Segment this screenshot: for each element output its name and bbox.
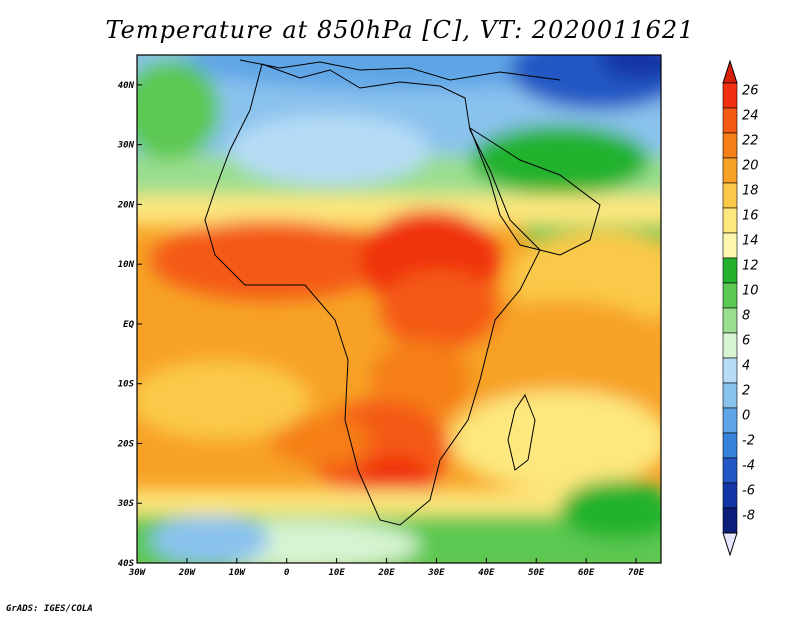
arabia-coastline — [468, 126, 601, 256]
x-tick-label: 10E — [328, 568, 345, 578]
colorbar-swatch — [722, 457, 738, 484]
y-tick-label: 30N — [117, 141, 135, 151]
x-tick-label: 60E — [578, 568, 595, 578]
colorbar-swatch — [722, 157, 738, 184]
longitude-ticks: 30W 20W 10W 0 10E 20E 30E 40E 50E 60E 70E — [128, 558, 645, 578]
grads-credit: GrADS: IGES/COLA — [6, 604, 93, 614]
x-tick-label: 30W — [128, 568, 147, 578]
colorbar-label: 22 — [742, 134, 759, 149]
colorbar-label: 26 — [742, 84, 759, 99]
colorbar-label: 24 — [742, 109, 759, 124]
x-tick-label: 30E — [427, 568, 445, 578]
colorbar-swatch — [722, 432, 738, 459]
colorbar-label: 16 — [742, 209, 759, 224]
colorbar-swatch — [722, 507, 738, 534]
colorbar-swatch — [722, 82, 738, 109]
colorbar-label: 0 — [742, 409, 750, 424]
colorbar-swatch — [722, 132, 738, 159]
africa-coastline — [204, 63, 541, 526]
y-tick-label: EQ — [123, 320, 134, 330]
colorbar-label: 14 — [742, 234, 759, 249]
colorbar-label: 12 — [742, 259, 759, 274]
map-title: Temperature at 850hPa [C], VT: 202001162… — [105, 16, 695, 44]
y-tick-label: 10N — [118, 260, 135, 270]
latitude-ticks: 40N 30N 20N 10N EQ 10S 20S 30S 40S — [117, 81, 142, 569]
colorbar-swatch — [722, 182, 738, 209]
colorbar-label: 18 — [742, 184, 759, 199]
colorbar-swatch — [722, 407, 738, 434]
y-tick-label: 10S — [118, 380, 135, 390]
colorbar-top-arrow — [722, 59, 738, 84]
y-tick-label: 20N — [117, 200, 135, 210]
southern-europe-coastline — [239, 59, 561, 81]
y-tick-label: 40N — [118, 81, 135, 91]
colorbar-swatch — [722, 107, 738, 134]
x-tick-label: 50E — [528, 568, 545, 578]
colorbar-swatch — [722, 482, 738, 509]
colorbar-label: 6 — [742, 334, 750, 349]
colorbar-swatch — [722, 332, 738, 359]
colorbar-label: -4 — [742, 459, 755, 474]
colorbar-swatch — [722, 307, 738, 334]
x-tick-label: 20E — [377, 568, 395, 578]
colorbar-bottom-arrow — [722, 532, 738, 557]
coastlines — [204, 59, 601, 526]
colorbar-label: 20 — [742, 159, 759, 174]
colorbar-label: 4 — [742, 359, 750, 374]
colorbar-label: -6 — [742, 484, 755, 499]
colorbar-label: -2 — [742, 434, 755, 449]
x-tick-label: 20W — [178, 568, 197, 578]
y-tick-label: 30S — [117, 499, 135, 509]
y-tick-label: 20S — [117, 439, 135, 449]
madagascar-coastline — [507, 393, 536, 471]
colorbar-swatch — [722, 207, 738, 234]
x-tick-label: 70E — [628, 568, 645, 578]
colorbar-label: 8 — [742, 309, 750, 324]
colorbar-swatch — [722, 357, 738, 384]
colorbar-swatch — [722, 382, 738, 409]
plot-frame — [136, 54, 662, 564]
x-tick-label: 40E — [478, 568, 495, 578]
colorbar-label: 10 — [742, 284, 759, 299]
temperature-field — [137, 55, 661, 563]
x-tick-label: 10W — [229, 568, 247, 578]
x-tick-label: 0 — [284, 568, 290, 578]
colorbar-label: 2 — [742, 384, 750, 399]
colorbar-swatch — [722, 232, 738, 259]
colorbar-swatch — [722, 257, 738, 284]
colorbar-swatch — [722, 282, 738, 309]
y-tick-label: 40S — [118, 559, 135, 569]
colorbar-label: -8 — [742, 509, 755, 524]
